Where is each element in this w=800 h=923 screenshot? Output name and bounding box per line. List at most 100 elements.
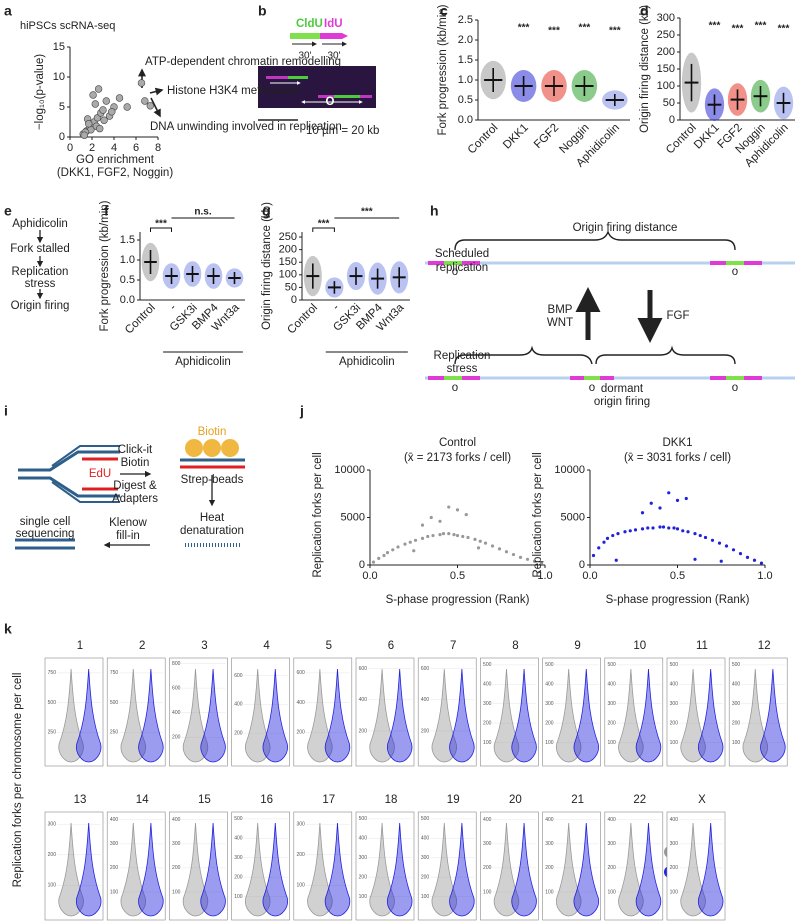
point xyxy=(94,85,103,93)
y-tick-label: 200 xyxy=(657,46,675,58)
axis-label: Fork progression (kb/min) xyxy=(99,200,111,331)
y-tick-label: 500 xyxy=(234,816,243,822)
point xyxy=(497,547,502,551)
y-tick-label: 50 xyxy=(663,97,675,109)
y-tick-label: 10 xyxy=(53,71,65,83)
y-tick-label: 0 xyxy=(669,114,675,126)
point xyxy=(438,533,442,537)
point xyxy=(667,491,671,495)
panel-frame xyxy=(169,657,228,767)
y-tick-label: 300 xyxy=(172,841,181,847)
x-tick-label: 2 xyxy=(89,142,95,154)
panel-frame xyxy=(604,657,664,767)
y-tick-label: 150 xyxy=(279,256,297,268)
panel-label: g xyxy=(262,203,271,219)
panel-label: h xyxy=(430,203,439,219)
y-tick-label: 0 xyxy=(59,131,65,143)
label: single cell xyxy=(20,516,71,528)
violin xyxy=(369,668,395,763)
y-tick-label: 300 xyxy=(421,855,430,861)
y-tick-label: 200 xyxy=(279,244,297,256)
significance: *** xyxy=(155,219,167,230)
label: origin firing xyxy=(594,396,650,408)
point xyxy=(447,532,451,536)
violin xyxy=(182,668,209,763)
point xyxy=(396,545,400,549)
label: Adapters xyxy=(112,493,158,505)
panel-frame xyxy=(480,657,539,767)
y-tick-label: 50 xyxy=(285,281,297,293)
y-tick-label: 400 xyxy=(483,817,492,823)
point xyxy=(84,120,93,128)
label: Klenow xyxy=(109,517,147,529)
marker: O xyxy=(326,96,335,108)
point xyxy=(438,519,442,523)
annotation-arrows xyxy=(138,68,164,118)
y-tick-label: 200 xyxy=(234,874,243,880)
violin xyxy=(58,668,84,763)
x-tick-label: 0 xyxy=(67,142,73,154)
x-tick-label: 0.0 xyxy=(362,570,377,582)
y-tick-label: 100 xyxy=(607,740,616,746)
violin xyxy=(493,668,520,763)
point xyxy=(91,100,100,108)
y-tick-label: 400 xyxy=(670,682,679,688)
axis-label: −log₁₀(p-value) xyxy=(34,54,46,130)
significance: *** xyxy=(709,21,721,32)
flow-step: Replication xyxy=(12,266,69,278)
y-tick-label: 15 xyxy=(53,41,65,53)
panel-frame xyxy=(293,811,353,921)
origin: o xyxy=(589,382,595,394)
panel-frame xyxy=(231,657,290,767)
violin xyxy=(511,668,537,763)
x-tick-label: 1.0 xyxy=(757,570,772,582)
chromosome-label: 4 xyxy=(263,640,270,652)
x-tick-label: 8 xyxy=(155,142,161,154)
chromosome-label: 10 xyxy=(633,640,646,652)
panel-label: j xyxy=(299,403,304,419)
y-tick-label: 300 xyxy=(670,701,679,707)
y-tick-label: 300 xyxy=(234,855,243,861)
violin xyxy=(369,822,395,917)
y-tick-label: 300 xyxy=(296,822,305,828)
scale-bar-label: 10 µm = 20 kb xyxy=(306,125,379,137)
y-tick-label: 200 xyxy=(296,730,305,736)
panel-frame xyxy=(355,811,415,921)
flow-step: Fork stalled xyxy=(10,243,69,255)
x-axis-label: (DKK1, FGF2, Noggin) xyxy=(57,167,173,179)
point xyxy=(137,79,146,87)
x-axis-label: S-phase progression (Rank) xyxy=(386,594,530,606)
y-tick-label: 2.5 xyxy=(458,14,473,26)
point xyxy=(646,526,650,530)
y-tick-label: 100 xyxy=(657,80,675,92)
label: Scheduled xyxy=(435,248,489,260)
y-tick-label: 200 xyxy=(483,720,492,726)
point xyxy=(738,552,743,556)
y-tick-label: 250 xyxy=(279,231,297,243)
y-tick-label: 300 xyxy=(657,12,675,24)
point xyxy=(752,558,757,562)
chromosome-label: 14 xyxy=(136,794,149,806)
panel-frame xyxy=(666,657,726,767)
significance: *** xyxy=(518,23,530,34)
panel-frame xyxy=(666,811,726,921)
y-tick-label: 300 xyxy=(359,855,368,861)
y-tick-label: 500 xyxy=(607,662,616,668)
y-tick-label: 5000 xyxy=(341,511,365,523)
violin xyxy=(680,822,706,917)
category-label: - xyxy=(330,302,341,313)
point xyxy=(649,501,653,505)
point xyxy=(731,548,736,552)
violin xyxy=(573,822,599,917)
category-label: DKK1 xyxy=(692,122,722,152)
point xyxy=(146,102,155,110)
chromosome-label: X xyxy=(698,794,706,806)
y-tick-label: 400 xyxy=(607,817,616,823)
group-label: Aphidicolin xyxy=(339,356,395,368)
y-tick-label: 100 xyxy=(359,894,368,900)
point xyxy=(605,536,610,541)
panel-frame xyxy=(417,811,477,921)
panel-label: c xyxy=(440,3,448,19)
label: replication xyxy=(436,262,488,274)
